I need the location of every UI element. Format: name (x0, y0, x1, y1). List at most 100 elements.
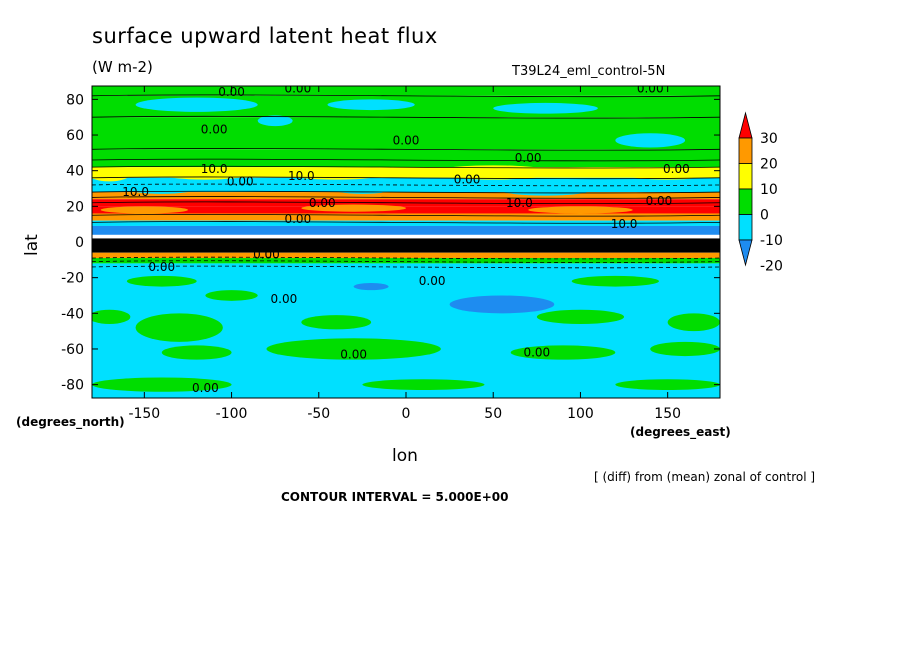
x-tick-label: -150 (128, 406, 160, 422)
field-band (92, 149, 720, 168)
contour-label: 0.00 (663, 162, 690, 176)
field-blob (536, 309, 625, 325)
y-tick-label: -80 (61, 378, 84, 394)
field-blob (510, 345, 616, 360)
x-tick-label: 100 (567, 406, 594, 422)
field-band (92, 238, 720, 253)
chart-units: (W m-2) (92, 58, 153, 76)
contour-label: 0.00 (284, 82, 311, 96)
field-blob (432, 165, 555, 180)
colorbar-swatch (738, 188, 753, 215)
contour-label: 0.00 (637, 82, 664, 96)
y-tick-label: -40 (61, 306, 84, 322)
field-blob (205, 290, 258, 301)
colorbar-label: 10 (760, 182, 778, 198)
y-axis-units: (degrees_north) (16, 415, 125, 429)
field-blob (501, 184, 590, 196)
y-tick-label: -20 (61, 271, 84, 287)
contour-label: 0.00 (419, 274, 446, 288)
field-blob (624, 168, 712, 180)
colorbar-swatch (738, 163, 753, 190)
field-band (92, 220, 720, 226)
field-blob (266, 338, 441, 360)
x-tick-label: 50 (484, 406, 502, 422)
field-band (92, 234, 720, 239)
contour-label: 10.0 (122, 185, 149, 199)
contour-line (92, 196, 720, 199)
contour-label: 0.00 (227, 174, 254, 188)
field-blob (528, 206, 633, 214)
colorbar-swatch (738, 239, 753, 267)
x-tick-label: 150 (654, 406, 681, 422)
contour-line (92, 176, 720, 180)
field-band (92, 117, 720, 150)
colorbar-swatch (738, 137, 753, 164)
diff-note: [ (diff) from (mean) zonal of control ] (594, 470, 816, 484)
colorbar-swatch (738, 214, 753, 241)
field-blob (571, 275, 659, 287)
contour-label: 0.00 (309, 196, 336, 210)
contour-line (92, 256, 720, 260)
field-blob (257, 115, 293, 127)
y-tick-label: 40 (66, 164, 84, 180)
field-blob (493, 102, 598, 114)
field-blob (100, 206, 188, 214)
field-blob (449, 295, 555, 314)
field-blob (667, 313, 720, 332)
y-tick-label: -60 (61, 342, 84, 358)
contour-label: 0.00 (646, 194, 673, 208)
field-blob (301, 204, 406, 212)
x-axis-label: lon (392, 446, 418, 466)
field-band (92, 252, 720, 259)
colorbar-swatch (738, 111, 753, 139)
field-blob (126, 275, 197, 287)
field-blob (92, 167, 131, 182)
field-blob (301, 315, 372, 330)
contour-line (92, 94, 720, 98)
x-tick-label: -100 (216, 406, 248, 422)
y-tick-label: 80 (66, 92, 84, 108)
field-blob (330, 183, 394, 194)
field-band (92, 206, 720, 214)
contour-line (92, 148, 720, 151)
contour-line (92, 265, 720, 269)
contour-label: 0.00 (340, 347, 367, 361)
y-tick-label: 60 (66, 128, 84, 144)
field-blob (327, 99, 415, 111)
contour-interval: CONTOUR INTERVAL = 5.000E+00 (281, 490, 509, 504)
contour-label: 0.00 (523, 346, 550, 360)
contour-label: 0.00 (218, 85, 245, 99)
contour-label: 0.00 (515, 151, 542, 165)
contour-label: 10.0 (506, 196, 533, 210)
contour-label: 0.00 (271, 292, 298, 306)
y-tick-label: 0 (75, 235, 84, 251)
contour-line (92, 183, 720, 187)
x-axis-units: (degrees_east) (630, 425, 731, 439)
x-tick-label: -50 (307, 406, 330, 422)
contour-line (92, 158, 720, 162)
field-blob (353, 283, 389, 291)
contour-label: 0.00 (393, 133, 420, 147)
field-blob (161, 345, 232, 360)
field-band (92, 225, 720, 235)
contour-label: 0.00 (192, 381, 219, 395)
y-tick-label: 20 (66, 199, 84, 215)
field-blob (92, 309, 131, 325)
field-blob (615, 133, 686, 148)
field-band (92, 167, 720, 178)
contour-line (92, 213, 720, 217)
field-band (92, 213, 720, 221)
x-tick-label: 0 (402, 406, 411, 422)
field-blob (135, 313, 223, 342)
chart-title: surface upward latent heat flux (92, 24, 438, 48)
field-band (92, 192, 720, 200)
contour-line (92, 190, 720, 194)
contour-label: 10.0 (611, 217, 638, 231)
field-blob (615, 379, 720, 390)
colorbar-label: -20 (760, 259, 783, 275)
colorbar-label: 20 (760, 157, 778, 173)
contour-label: 0.00 (201, 123, 228, 137)
contour-label: 0.00 (253, 247, 280, 261)
colorbar-label: 0 (760, 208, 769, 224)
